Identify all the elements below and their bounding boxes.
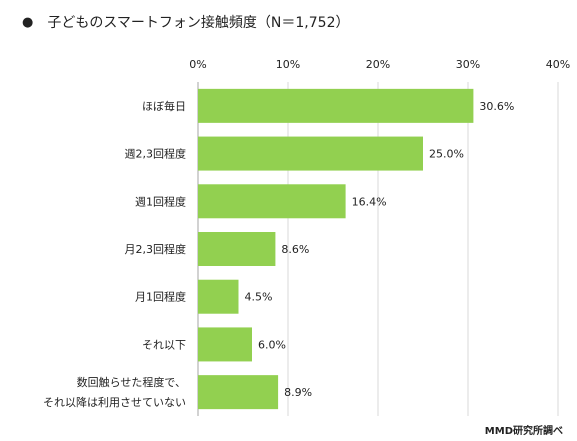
chart-title: ● 子どものスマートフォン接触頻度（N＝1,752） <box>22 12 349 32</box>
data-label: 8.9% <box>284 386 312 399</box>
category-label: 数回触らせた程度で、 <box>77 375 186 389</box>
x-tick-label: 20% <box>366 58 390 71</box>
category-label: 月2,3回程度 <box>125 242 187 256</box>
x-tick-label: 10% <box>276 58 300 71</box>
title-bullet: ● <box>22 14 34 30</box>
data-label: 25.0% <box>429 148 464 161</box>
category-label: ほぼ毎日 <box>142 100 186 113</box>
data-label: 6.0% <box>258 338 286 351</box>
source-credit: MMD研究所調べ <box>484 426 563 437</box>
bar <box>198 136 423 171</box>
bar <box>198 232 276 266</box>
bar <box>198 88 474 123</box>
bar <box>198 279 239 314</box>
data-label: 4.5% <box>245 291 273 304</box>
bar <box>198 184 346 219</box>
chart-title-text: 子どものスマートフォン接触頻度（N＝1,752） <box>47 15 350 31</box>
bar <box>198 375 279 410</box>
x-tick-label: 30% <box>456 58 480 71</box>
x-tick-label: 40% <box>546 58 570 71</box>
data-label: 8.6% <box>281 243 309 256</box>
category-label: 月1回程度 <box>135 290 186 304</box>
bar <box>198 327 252 362</box>
category-label: 週1回程度 <box>135 194 186 208</box>
category-label: それ以下 <box>142 338 186 351</box>
data-label: 30.6% <box>479 100 514 113</box>
x-tick-label: 0% <box>189 58 206 71</box>
category-label: それ以降は利用させていない <box>43 395 186 409</box>
category-label: 週2,3回程度 <box>125 147 187 161</box>
data-label: 16.4% <box>352 195 387 208</box>
